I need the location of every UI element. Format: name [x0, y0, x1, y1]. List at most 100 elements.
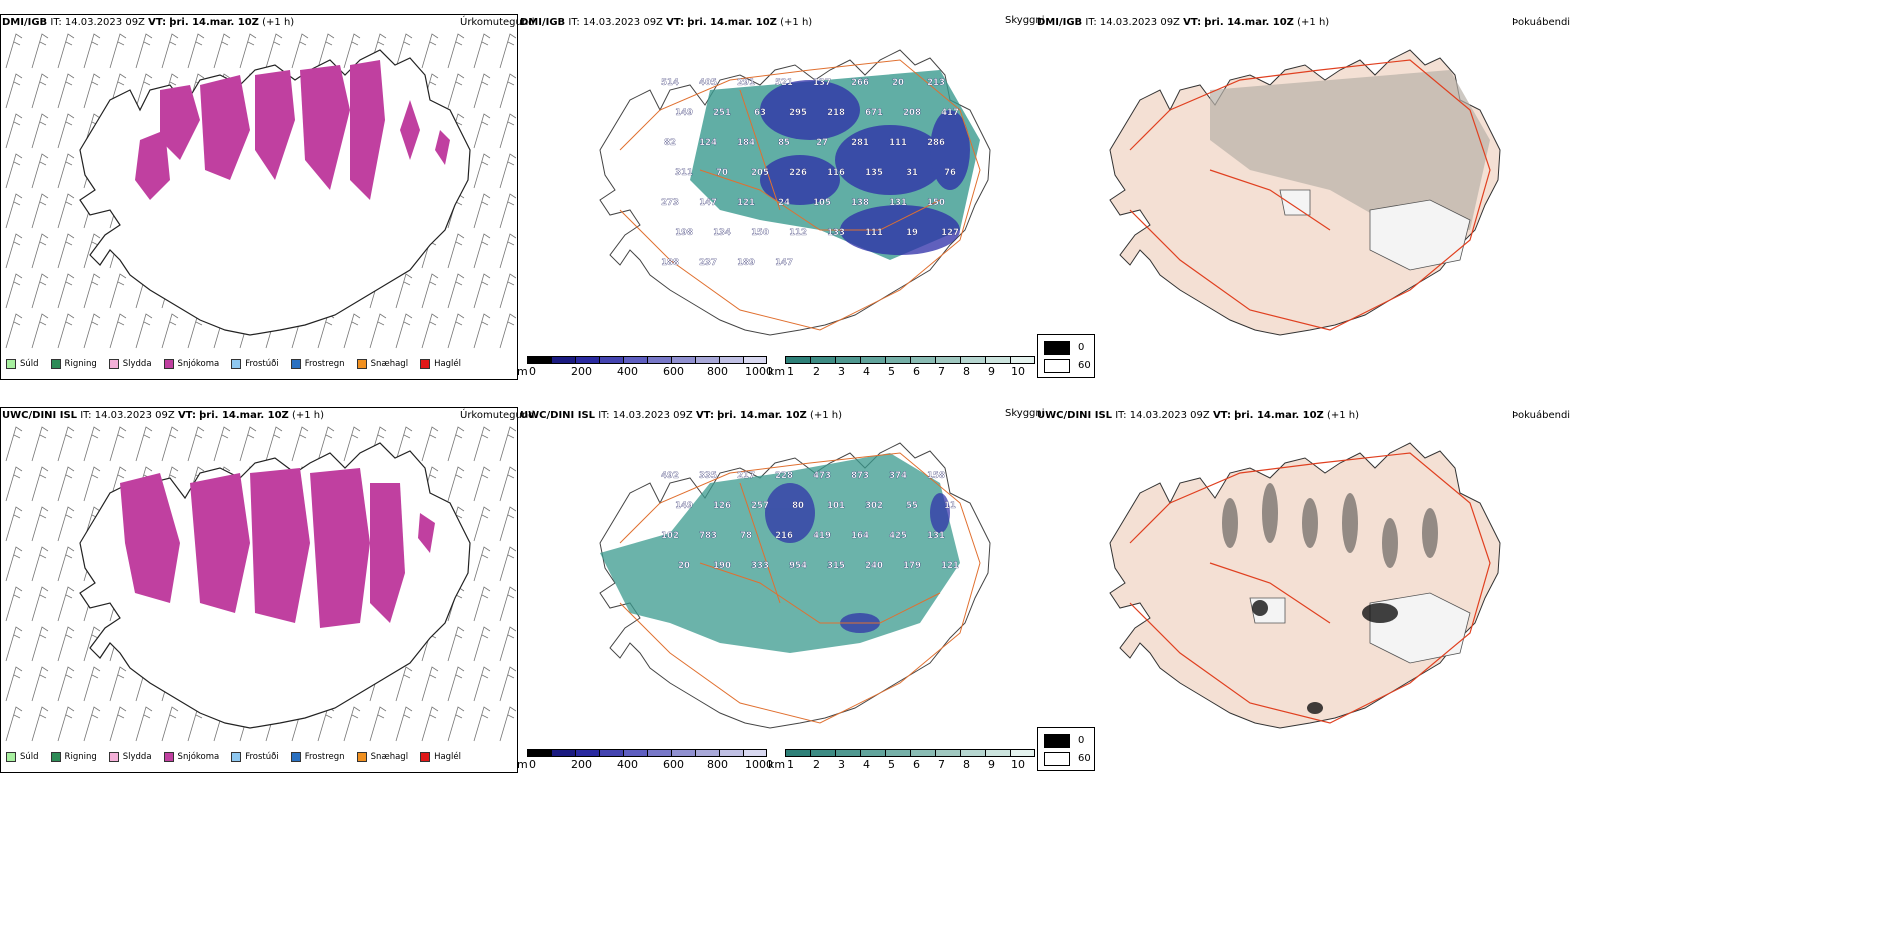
- cloud-base-label: 514: [661, 78, 679, 88]
- colorbar-segment: [885, 749, 910, 757]
- visibility-colorbar: [785, 356, 1035, 364]
- cloud-base-label: 286: [927, 138, 945, 148]
- unit-m: m: [517, 758, 528, 771]
- swatch: [6, 359, 16, 369]
- cloud-labels: 492 335 217 228 473 873 374 158 149 126 257 80 101 30…: [661, 471, 959, 571]
- cloud-base-label: 78: [740, 531, 752, 541]
- cloud-base-label: 311: [675, 168, 693, 178]
- colorbar-segment: [910, 749, 935, 757]
- legend-item-suld: Súld: [6, 752, 39, 762]
- cloud-base-label: 137: [813, 78, 831, 88]
- cloud-map: 514 405 291 521 137 266 20 213 149 251 63 295 218 671…: [599, 49, 991, 336]
- cloud-base-label: 70: [716, 168, 728, 178]
- fog-swatch-light: [1044, 752, 1070, 766]
- cloud-base-label: 102: [661, 531, 679, 541]
- cloud-base-label: 216: [775, 531, 793, 541]
- cloud-base-label: 218: [827, 108, 845, 118]
- legend-item-snaehagl: Snæhagl: [356, 359, 408, 369]
- swatch: [108, 752, 119, 762]
- cloud-base-label: 11: [944, 501, 956, 511]
- cloud-base-ticks: m 0 200 400 600 800 1000: [517, 758, 773, 771]
- cloud-base-label: 31: [906, 168, 918, 178]
- colorbar-segment: [719, 356, 743, 364]
- cloud-base-label: 190: [713, 561, 731, 571]
- cloud-base-label: 266: [851, 78, 869, 88]
- cloud-base-label: 273: [661, 198, 679, 208]
- legend-item-rigning: Rigning: [50, 752, 97, 762]
- colorbar-segment: [810, 749, 835, 757]
- cloud-base-colorbar: [527, 749, 767, 757]
- colorbar-segment: [810, 356, 835, 364]
- colorbar-segment: [860, 749, 885, 757]
- cloud-base-label: 521: [775, 78, 793, 88]
- colorbar-segment: [1010, 356, 1035, 364]
- fog-title: Þokuábendi: [1512, 17, 1571, 28]
- cloud-base-label: 291: [737, 78, 755, 88]
- cloud-base-label: 189: [737, 258, 755, 268]
- visibility-fill: [600, 453, 960, 653]
- cloud-base-label: 783: [699, 531, 717, 541]
- precip-legend: Súld Rigning Slydda Snjókoma Frostúði Fr…: [6, 359, 461, 369]
- roads: [1129, 452, 1491, 724]
- swatch: [50, 359, 61, 369]
- colorbar-segment: [575, 356, 599, 364]
- cloud-base-label: 149: [675, 108, 693, 118]
- glacier-white: [1279, 189, 1471, 271]
- cloud-base-label: 27: [816, 138, 828, 148]
- legend-item-slydda: Slydda: [108, 752, 152, 762]
- cloud-base-label: 213: [927, 78, 945, 88]
- colorbar-segment: [935, 749, 960, 757]
- roads: [619, 59, 981, 331]
- swatch: [356, 752, 367, 762]
- cloud-base-ticks: m 0 200 400 600 800 1000: [517, 365, 773, 378]
- cloud-base-label: 188: [661, 258, 679, 268]
- colorbar-segment: [935, 356, 960, 364]
- legend-item-frostudi: Frostúði: [231, 752, 279, 762]
- colorbar-segment: [960, 356, 985, 364]
- fog-map: [1109, 49, 1501, 336]
- cloud-base-label: 111: [865, 228, 883, 238]
- legend-item-slydda: Slydda: [108, 359, 152, 369]
- cloud-map: 492 335 217 228 473 873 374 158 149 126 257 80 101 30…: [599, 442, 991, 729]
- cloud-base-label: 158: [927, 471, 945, 481]
- cloud-base-label: 111: [889, 138, 907, 148]
- cloud-base-label: 295: [789, 108, 807, 118]
- colorbar-segment: [835, 356, 860, 364]
- legend-item-rigning: Rigning: [50, 359, 97, 369]
- precip-type-title: Úrkomutegund: [460, 17, 535, 28]
- colorbar-segment: [743, 749, 767, 757]
- cloud-base-label: 82: [664, 138, 676, 148]
- swatch: [420, 359, 431, 369]
- roads: [1129, 59, 1491, 331]
- swatch: [231, 752, 242, 762]
- colorbar-segment: [695, 356, 719, 364]
- cloud-title: Skyggni: [1005, 408, 1045, 419]
- legend-item-haglel: Haglél: [420, 359, 461, 369]
- cloud-base-label: 315: [827, 561, 845, 571]
- colorbar-segment: [835, 749, 860, 757]
- fog-legend: 0 60: [1037, 727, 1095, 771]
- cloud-base-label: 147: [699, 198, 717, 208]
- cloud-base-label: 873: [851, 471, 869, 481]
- cloud-base-label: 179: [903, 561, 921, 571]
- cloud-base-label: 228: [775, 471, 793, 481]
- cloud-base-label: 150: [751, 228, 769, 238]
- snow-areas: [135, 60, 450, 200]
- model-name: UWC/DINI ISL: [2, 410, 78, 421]
- cloud-base-label: 116: [827, 168, 845, 178]
- cloud-base-label: 473: [813, 471, 831, 481]
- cloud-base-label: 105: [813, 198, 831, 208]
- colorbar-segment: [599, 356, 623, 364]
- cloud-base-label: 127: [941, 228, 959, 238]
- colorbar-segment: [860, 356, 885, 364]
- legend-item-suld: Súld: [6, 359, 39, 369]
- cloud-base-label: 281: [851, 138, 869, 148]
- cloud-base-label: 133: [827, 228, 845, 238]
- cloud-base-label: 954: [789, 561, 807, 571]
- precip-type-title: Úrkomutegund: [460, 410, 535, 421]
- fog-black-spots: [1252, 600, 1398, 714]
- colorbar-segment: [575, 749, 599, 757]
- snow-areas: [120, 468, 435, 628]
- cloud-base-label: 217: [737, 471, 755, 481]
- precip-map: [0, 423, 516, 743]
